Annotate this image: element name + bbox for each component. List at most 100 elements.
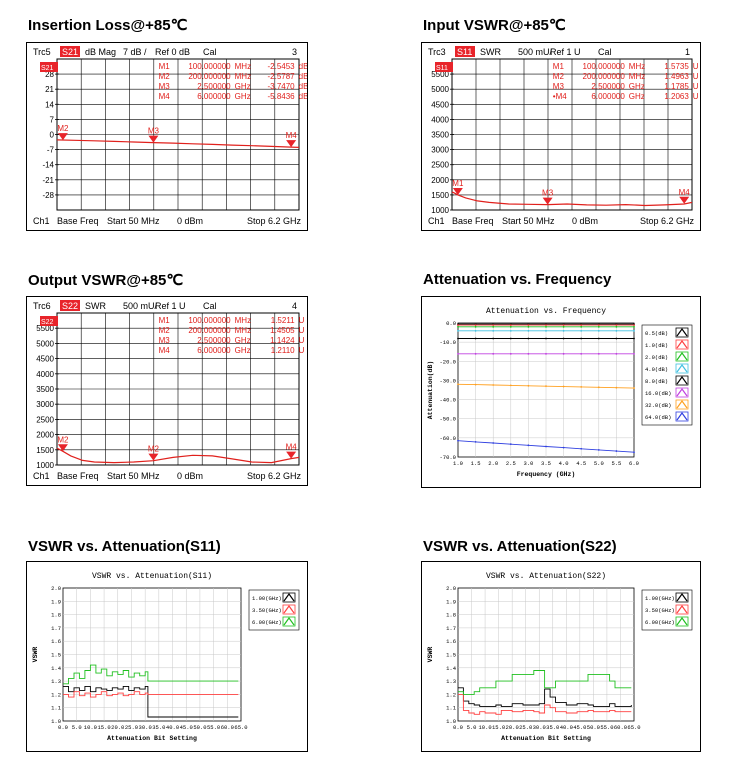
active-marker-label: S21 — [41, 65, 54, 72]
marker-readout-value: 1.2110 — [271, 346, 295, 355]
legend-label: 1.0(dB) — [645, 342, 668, 349]
marker-triangle — [542, 197, 553, 205]
series-point — [527, 325, 530, 328]
y-tick-label: 1.1 — [446, 705, 457, 712]
plot-panel-vswr-att-s11: VSWR vs. Attenuation(S11) 0.0 5.0 10.0 15.0 2… — [26, 561, 308, 752]
legend-label: 0.5(dB) — [645, 330, 668, 337]
x-tick-label: 50.0 — [587, 724, 600, 731]
series-point — [527, 352, 530, 355]
series-point — [562, 329, 565, 332]
series-point — [509, 324, 512, 327]
series-point — [457, 329, 459, 332]
x-tick-label: 20.0 — [506, 724, 519, 731]
marker-triangle — [286, 140, 297, 148]
y-tick-label: 1.0 — [51, 718, 61, 725]
legend-label: 4.0(dB) — [645, 366, 668, 373]
vna-chart-output-vswr: Trc6 S22 SWR 500 mU/Ref 1 U Cal 4 5500 5000 4500… — [33, 300, 305, 481]
marker-readout-name: M2 — [553, 72, 565, 81]
marker-readout-value: 1.4963 — [664, 72, 689, 81]
legend-swatch-mark — [676, 339, 688, 349]
y-tick-label: -70.0 — [439, 454, 456, 461]
x-tick-label: 5.0 — [72, 724, 82, 731]
marker-readout-unit: GHz — [235, 82, 251, 91]
y-tick-label: 1.5 — [51, 652, 61, 659]
footer-power: 0 dBm — [177, 471, 203, 481]
series-line — [63, 691, 239, 698]
marker-triangle — [57, 444, 68, 452]
y-tick-label: 5500 — [36, 324, 54, 333]
marker-readout-name: M1 — [159, 316, 171, 325]
x-tick-label: 4.5 — [576, 460, 586, 467]
marker-triangle — [148, 453, 159, 461]
series-point — [457, 352, 459, 355]
series-point — [527, 324, 530, 327]
marker-readout-name: M2 — [159, 326, 171, 335]
header-param: S11 — [457, 47, 472, 57]
y-tick-label: -28 — [42, 191, 54, 200]
y-tick-label: 2.0 — [51, 585, 61, 592]
legend-swatch-mark — [283, 604, 295, 614]
marker-triangle — [148, 135, 159, 143]
footer-stop: Stop 6.2 GHz — [247, 216, 302, 226]
y-axis-label: VSWR — [32, 647, 39, 663]
series-point — [474, 352, 477, 355]
y-tick-label: 5000 — [36, 339, 54, 348]
legend-label: 64.0(dB) — [645, 414, 671, 421]
series-line — [63, 664, 239, 685]
series-point — [509, 337, 512, 340]
series-point — [492, 324, 495, 327]
y-tick-label: 1.6 — [446, 638, 456, 645]
marker-readout-vunit: dB — [299, 72, 307, 81]
marker-readout-value: -3.7470 — [267, 82, 295, 91]
y-tick-label: 28 — [45, 70, 54, 79]
y-tick-label: 2500 — [36, 415, 54, 424]
series-point — [562, 446, 565, 449]
header-param: S22 — [62, 301, 78, 311]
series-point — [597, 337, 600, 340]
series-point — [615, 325, 618, 328]
header-format: dB Mag — [85, 47, 116, 57]
x-tick-label: 35.0 — [152, 724, 165, 731]
x-tick-label: 5.5 — [611, 460, 621, 467]
marker-readout-name: M3 — [159, 336, 171, 345]
series-point — [597, 386, 600, 389]
series-point — [545, 329, 547, 332]
x-tick-label: 0.0 — [58, 724, 68, 731]
marker-readout-value: 1.2063 — [664, 92, 689, 101]
y-tick-label: 1500 — [36, 446, 54, 455]
marker-readout-name: M1 — [159, 62, 171, 71]
header-scale: 500 mU/ — [123, 301, 158, 311]
marker-plot-label: M3 — [542, 189, 554, 198]
plot-title: VSWR vs. Attenuation(S11) — [92, 572, 212, 581]
y-tick-label: 1500 — [431, 191, 449, 200]
series-point — [615, 352, 618, 355]
x-tick-label: 45.0 — [573, 724, 586, 731]
marker-readout-freq: 100.000000 — [188, 62, 231, 71]
marker-readout-vunit: U — [693, 92, 699, 101]
series-point — [492, 352, 495, 355]
y-tick-label: 2000 — [36, 431, 54, 440]
marker-readout-value: 1.4505 — [270, 326, 295, 335]
vna-chart-input-vswr: Trc3 S11 SWR 500 mU/Ref 1 U Cal 1 5500 5000 4500… — [428, 46, 699, 226]
marker-readout-vunit: dB — [299, 62, 307, 71]
marker-readout-unit: GHz — [629, 92, 645, 101]
series-point — [545, 325, 547, 328]
y-tick-label: -7 — [47, 146, 55, 155]
footer-power: 0 dBm — [177, 216, 203, 226]
series-point — [562, 325, 565, 328]
header-param-bg — [455, 46, 475, 57]
x-tick-label: 1.5 — [471, 460, 481, 467]
active-marker-badge — [40, 316, 58, 326]
series-point — [492, 329, 495, 332]
y-tick-label: -60.0 — [439, 435, 456, 442]
heading-attenuation-vs-frequency: Attenuation vs. Frequency — [423, 271, 612, 288]
series-point — [633, 387, 635, 389]
series-point — [457, 439, 459, 442]
header-scale: 500 mU/ — [518, 47, 553, 57]
y-tick-label: 1.5 — [446, 652, 456, 659]
marker-readout-unit: MHz — [235, 316, 251, 325]
x-tick-label: 0.0 — [453, 724, 463, 731]
series-point — [562, 385, 565, 388]
series-point — [509, 443, 512, 446]
heading-vswr-att-s11: VSWR vs. Attenuation(S11) — [28, 538, 221, 555]
